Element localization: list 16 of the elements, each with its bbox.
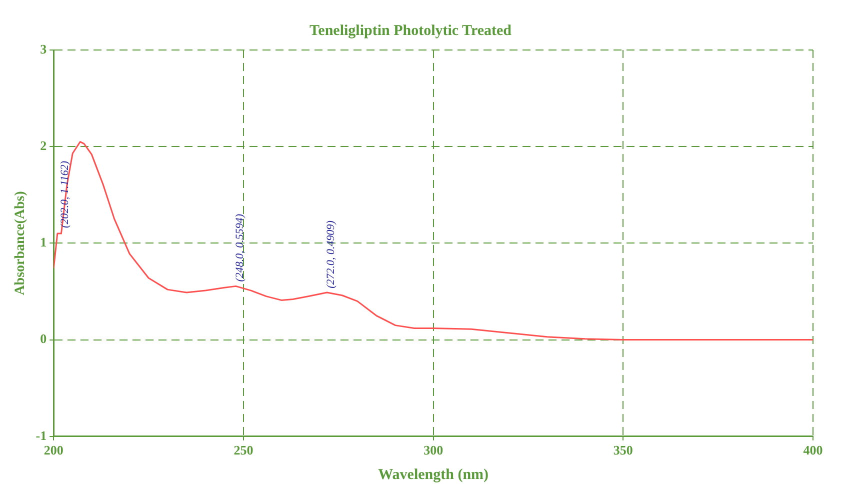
x-tick-label: 250 bbox=[234, 442, 254, 458]
y-tick-label: -1 bbox=[36, 428, 47, 443]
x-tick-label: 400 bbox=[803, 442, 823, 458]
y-axis-title: Absorbance(Abs) bbox=[13, 190, 28, 296]
chart-title: Teneligliptin Photolytic Treated bbox=[310, 22, 512, 39]
x-tick-label: 200 bbox=[44, 442, 64, 458]
x-tick-label: 350 bbox=[613, 442, 633, 458]
y-tick-label: 2 bbox=[40, 138, 47, 153]
annotation: (272.0, 0.4909) bbox=[324, 220, 337, 288]
y-tick-label: 3 bbox=[40, 41, 48, 56]
x-tick-label: 300 bbox=[424, 442, 444, 458]
annotation: (202.0, 1.1162) bbox=[59, 160, 72, 228]
x-axis-title: Wavelength (nm) bbox=[378, 466, 489, 483]
y-tick-label: 1 bbox=[40, 234, 47, 250]
y-tick-label: 0 bbox=[40, 331, 47, 346]
annotation: (248.0, 0.5594) bbox=[234, 214, 246, 282]
